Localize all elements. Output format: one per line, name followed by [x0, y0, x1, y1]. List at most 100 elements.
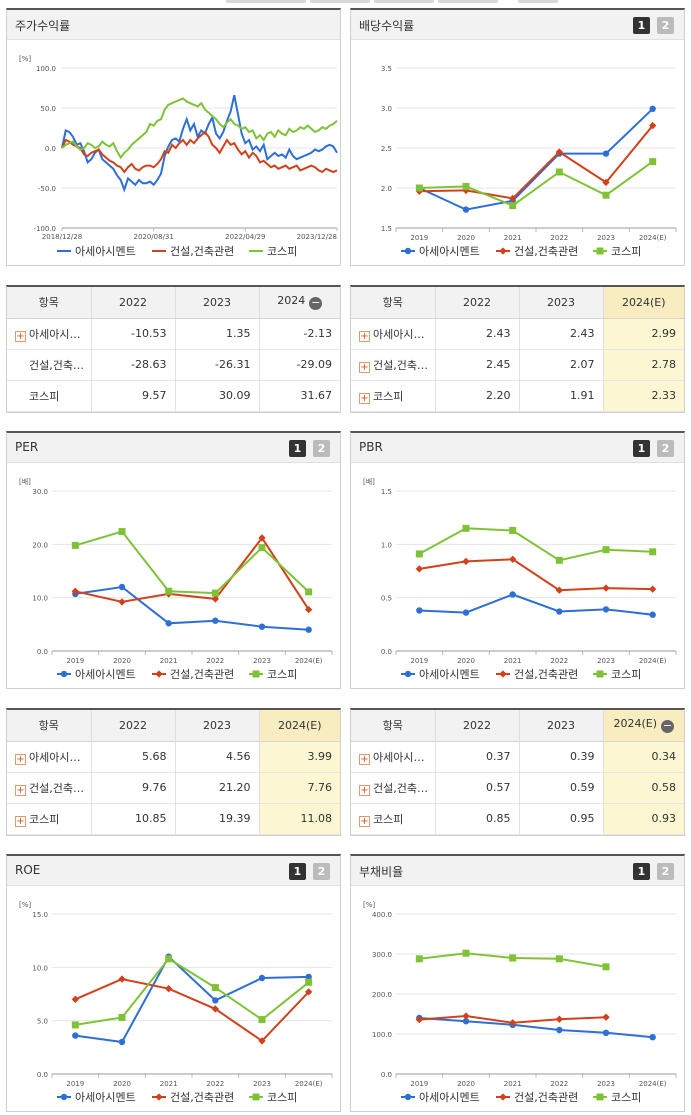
column-header-label: 2024(E): [621, 295, 666, 309]
page-1-button[interactable]: 1: [289, 863, 306, 880]
page-1-button[interactable]: 1: [289, 440, 306, 457]
expand-icon[interactable]: +: [15, 330, 26, 342]
legend-label: 건설,건축관련: [170, 1091, 234, 1104]
data-point-square: [71, 541, 79, 549]
table-cell: 0.58: [603, 772, 684, 804]
data-point-diamond: [118, 975, 126, 983]
page-2-button[interactable]: 2: [313, 863, 330, 880]
table-row: + 아세아시… 5.68 4.56 3.99: [7, 741, 340, 773]
series-line: [61, 94, 338, 193]
expand-icon[interactable]: +: [359, 753, 370, 765]
legend-label: 건설,건축관련: [514, 668, 578, 681]
data-point-square: [649, 158, 657, 166]
table-cell: 5.68: [91, 741, 176, 773]
column-header-label: 2023: [547, 295, 575, 309]
column-header: 항목: [351, 287, 436, 319]
data-point-circle: [404, 670, 412, 678]
axis-unit: [배]: [363, 477, 375, 486]
row-label: + 아세아시…: [7, 741, 92, 773]
series-line: [75, 536, 310, 611]
data-point-circle: [404, 1093, 412, 1101]
row-label-text: 아세아시…: [373, 750, 425, 764]
expand-icon[interactable]: +: [359, 330, 370, 342]
table-cell: 0.95: [519, 803, 604, 835]
column-header-label: 항목: [382, 719, 403, 733]
x-tick-label: 2022: [206, 1080, 224, 1088]
data-point-circle: [556, 608, 563, 615]
roe-panel: ROE 1 2 [%] 15.0 10.0 5.0 0.0 2019 2020 2021 202…: [6, 854, 341, 1112]
table-cell: 2.07: [519, 349, 604, 381]
table-cell: 2.43: [435, 318, 520, 350]
table-cell: -2.13: [259, 318, 340, 350]
y-tick-label: 200.0: [372, 991, 392, 999]
series-line: [61, 130, 338, 174]
expand-icon[interactable]: +: [15, 753, 26, 765]
data-point-square: [509, 954, 517, 962]
table-row: + 건설,건축… 9.76 21.20 7.76: [7, 772, 340, 804]
stock-return-table: 항목 2022 2023 2024− + 아세아시… -10.53 1.35 -2.13 건설,건…: [7, 287, 340, 412]
top-tab[interactable]: [310, 0, 370, 3]
page-2-button[interactable]: 2: [657, 863, 674, 880]
x-tick-label: 2022/04/29: [225, 233, 265, 241]
pbr-panel: PBR 1 2 [배] 1.5 1.0 0.5 0.0 2019 2020 2021 2022 2…: [350, 431, 685, 689]
page-2-button[interactable]: 2: [657, 440, 674, 457]
page-2-button[interactable]: 2: [657, 17, 674, 34]
y-tick-label: 10.0: [32, 595, 48, 603]
panel-header: 주가수익률: [7, 10, 340, 40]
data-point-diamond: [258, 534, 266, 542]
minus-icon[interactable]: −: [309, 296, 323, 311]
x-tick-label: 2020: [457, 234, 475, 242]
data-point-diamond: [462, 1012, 470, 1020]
expand-icon[interactable]: +: [359, 784, 370, 796]
top-tab[interactable]: [226, 0, 306, 3]
row-label: + 아세아시…: [7, 318, 92, 350]
data-point-circle: [72, 1032, 79, 1039]
data-point-circle: [649, 611, 656, 618]
expand-icon[interactable]: +: [15, 784, 26, 796]
legend-label: 코스피: [267, 245, 297, 258]
table-cell: 30.09: [175, 380, 260, 412]
page-1-button[interactable]: 1: [633, 17, 650, 34]
data-point-circle: [118, 583, 126, 591]
axis-unit: [%]: [363, 901, 375, 909]
table-header-row: 항목 2022 2023 2024−: [7, 287, 340, 319]
column-header-label: 2024(E): [277, 718, 322, 732]
data-point-circle: [212, 617, 219, 624]
column-header: 2022: [435, 287, 520, 319]
series-line: [75, 955, 309, 1044]
table-cell: 21.20: [175, 772, 260, 804]
page-2-button[interactable]: 2: [313, 440, 330, 457]
series-line: [419, 1017, 653, 1039]
y-tick-label: 400.0: [372, 911, 392, 919]
page-1-button[interactable]: 1: [633, 440, 650, 457]
top-tab[interactable]: [374, 0, 434, 3]
x-tick-label: 2020/08/31: [133, 233, 173, 241]
top-tab[interactable]: [438, 0, 498, 3]
page-1-button[interactable]: 1: [633, 863, 650, 880]
y-tick-label: 15.0: [32, 911, 48, 919]
minus-icon[interactable]: −: [661, 719, 675, 734]
expand-icon[interactable]: +: [359, 392, 370, 404]
data-point-square: [462, 524, 470, 532]
table-row: 코스피 9.57 30.09 31.67: [7, 380, 340, 412]
dividend-yield-chart: 3.5 3.0 2.5 2.0 1.5 2019 2020 2021 2022 2023 2024(…: [381, 65, 677, 258]
legend-label: 코스피: [267, 668, 297, 681]
data-point-diamond: [164, 984, 173, 993]
table-cell: 0.59: [519, 772, 604, 804]
expand-icon[interactable]: +: [359, 361, 370, 373]
row-label: + 건설,건축…: [7, 772, 92, 804]
data-point-circle: [212, 997, 219, 1004]
series-line: [75, 530, 310, 595]
x-tick-label: 2022: [550, 657, 568, 665]
x-tick-label: 2019: [410, 1080, 428, 1088]
column-header: 2023: [519, 287, 604, 319]
data-point-square: [415, 550, 423, 558]
data-point-square: [509, 202, 517, 210]
x-tick-label: 2022: [206, 657, 224, 665]
expand-icon[interactable]: +: [359, 815, 370, 827]
x-tick-label: 2024(E): [639, 657, 667, 665]
top-tab[interactable]: [518, 0, 558, 3]
expand-icon[interactable]: +: [15, 815, 26, 827]
data-point-diamond: [499, 247, 507, 255]
